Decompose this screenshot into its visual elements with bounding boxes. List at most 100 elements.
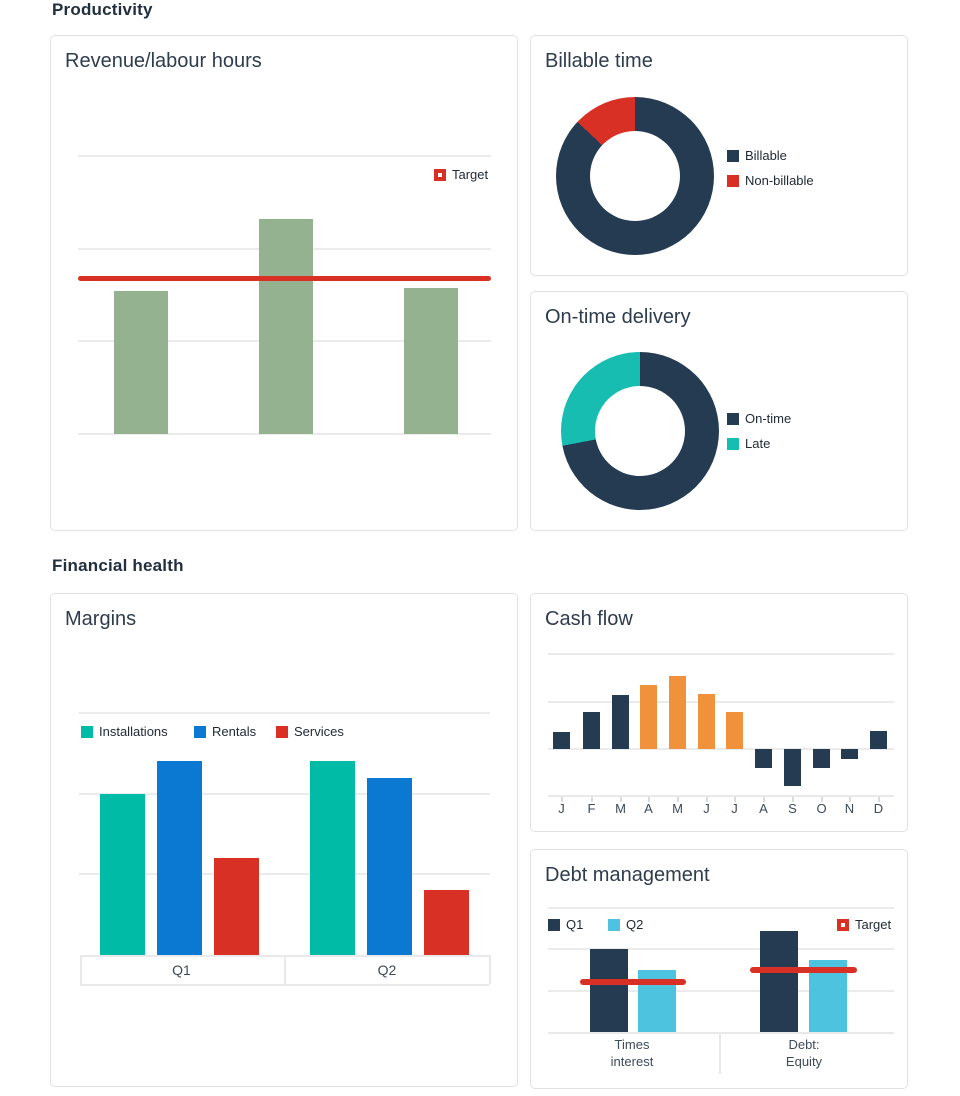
month-label: F — [587, 801, 596, 816]
gridline — [548, 653, 894, 655]
card-title-debt-management: Debt management — [545, 864, 710, 886]
legend-label-services: Services — [294, 724, 344, 739]
gridline — [548, 700, 894, 703]
bar-services-q1 — [214, 858, 259, 955]
legend-item-services: Services — [276, 724, 344, 739]
gridline — [78, 433, 491, 435]
debt-target-legend-icon — [837, 918, 849, 931]
debt-target-line-cat0 — [580, 979, 686, 986]
section-title-productivity: Productivity — [52, 0, 153, 19]
category-label-q1: Q1 — [172, 962, 191, 978]
legend-label-billable: Billable — [745, 148, 787, 163]
cashflow-bar-j5 — [698, 693, 715, 749]
gridline — [548, 948, 894, 951]
debt-management-chart: Times interest Debt: Equity — [531, 850, 907, 1088]
rentals-swatch — [194, 725, 206, 738]
revenue-labour-hours-chart — [51, 36, 517, 530]
cashflow-bar-a3 — [640, 685, 657, 749]
bar-rentals-q2 — [367, 777, 412, 955]
axis-tick — [676, 797, 679, 802]
legend-item-late: Late — [727, 436, 770, 451]
month-label: J — [731, 801, 738, 816]
month-label: A — [644, 801, 653, 816]
section-title-financial-health: Financial health — [52, 556, 184, 575]
card-title-margins: Margins — [65, 608, 137, 630]
bar-services-q2 — [424, 890, 469, 955]
bar-installations-q2 — [310, 761, 355, 955]
on-time-delivery-chart — [531, 292, 907, 530]
late-swatch — [727, 437, 739, 450]
month-label: D — [873, 801, 884, 816]
category-label-q2: Q2 — [377, 962, 397, 978]
axis-tick — [791, 797, 794, 802]
legend-item-q1: Q1 — [548, 917, 583, 932]
axis-tick — [877, 797, 880, 802]
cashflow-bar-f1 — [583, 711, 600, 749]
legend-item-rentals: Rentals — [194, 724, 256, 739]
card-on-time-delivery: On-time delivery On-time Late — [530, 291, 908, 531]
donut-hole — [595, 386, 685, 476]
card-revenue-labour-hours: Revenue/labour hours Target — [50, 35, 518, 531]
gridline — [548, 989, 894, 992]
cashflow-bar-n10 — [841, 749, 858, 760]
month-label: N — [844, 801, 855, 816]
bar-installations-q1 — [100, 793, 145, 955]
billable-swatch — [727, 149, 739, 162]
on-time-swatch — [727, 412, 739, 425]
q2-swatch — [608, 918, 620, 931]
bar-q1-cat1 — [760, 930, 798, 1032]
cashflow-bar-a7 — [755, 749, 772, 768]
debt-target-line-cat1 — [750, 967, 857, 973]
revenue-bar — [259, 219, 313, 434]
debt-target-legend-icon-inner — [841, 922, 845, 927]
axis-band-bottom — [80, 984, 489, 986]
legend-item-billable: Billable — [727, 148, 787, 163]
card-billable-time: Billable time Billable Non-billable — [530, 35, 908, 276]
gridline — [548, 748, 894, 750]
gridline — [79, 873, 490, 876]
axis-tick — [733, 797, 736, 802]
legend-label-q2: Q2 — [626, 917, 644, 932]
month-label: S — [788, 801, 797, 816]
legend-label-debt-target: Target — [855, 917, 892, 932]
axis-tick — [590, 797, 593, 802]
axis-tick — [762, 797, 765, 802]
category-label-cat0: Times interest — [610, 1037, 654, 1069]
month-label: M — [615, 801, 626, 816]
legend-item-target: Target — [434, 167, 488, 182]
legend-item-non-billable: Non-billable — [727, 173, 814, 188]
cashflow-bar-m2 — [612, 694, 629, 749]
installations-swatch — [81, 725, 93, 738]
donut-hole — [590, 131, 680, 221]
legend-label-target: Target — [452, 167, 489, 182]
gridline — [78, 155, 491, 157]
revenue-target-line — [78, 275, 491, 281]
legend-item-debt-target: Target — [837, 917, 891, 932]
category-label-cat1: Debt: Equity — [785, 1037, 823, 1069]
axis-band-divider — [80, 955, 82, 984]
month-label: M — [672, 801, 683, 816]
card-title-on-time-delivery: On-time delivery — [545, 306, 691, 328]
month-label: J — [558, 801, 565, 816]
legend-item-q2: Q2 — [608, 917, 643, 932]
legend-label-late: Late — [745, 436, 771, 451]
margins-chart: Q1 Q2 — [51, 594, 517, 1086]
axis-tick — [647, 797, 650, 802]
bar-q1-cat0 — [590, 949, 628, 1032]
q1-swatch — [548, 918, 560, 931]
axis-band-divider — [719, 1032, 721, 1074]
card-title-revenue-labour-hours: Revenue/labour hours — [65, 50, 262, 72]
cashflow-bar-j6 — [726, 711, 743, 749]
card-debt-management: Debt management Times interest Debt: Equi… — [530, 849, 908, 1089]
month-label: O — [816, 801, 827, 816]
axis-tick — [705, 797, 708, 802]
cashflow-bar-o9 — [813, 749, 830, 768]
x-axis-line — [548, 795, 894, 797]
revenue-bar — [114, 291, 168, 434]
services-swatch — [276, 725, 288, 738]
non-billable-swatch — [727, 174, 739, 187]
cashflow-bar-s8 — [784, 749, 801, 787]
bar-rentals-q1 — [157, 761, 202, 955]
legend-item-installations: Installations — [81, 724, 168, 739]
